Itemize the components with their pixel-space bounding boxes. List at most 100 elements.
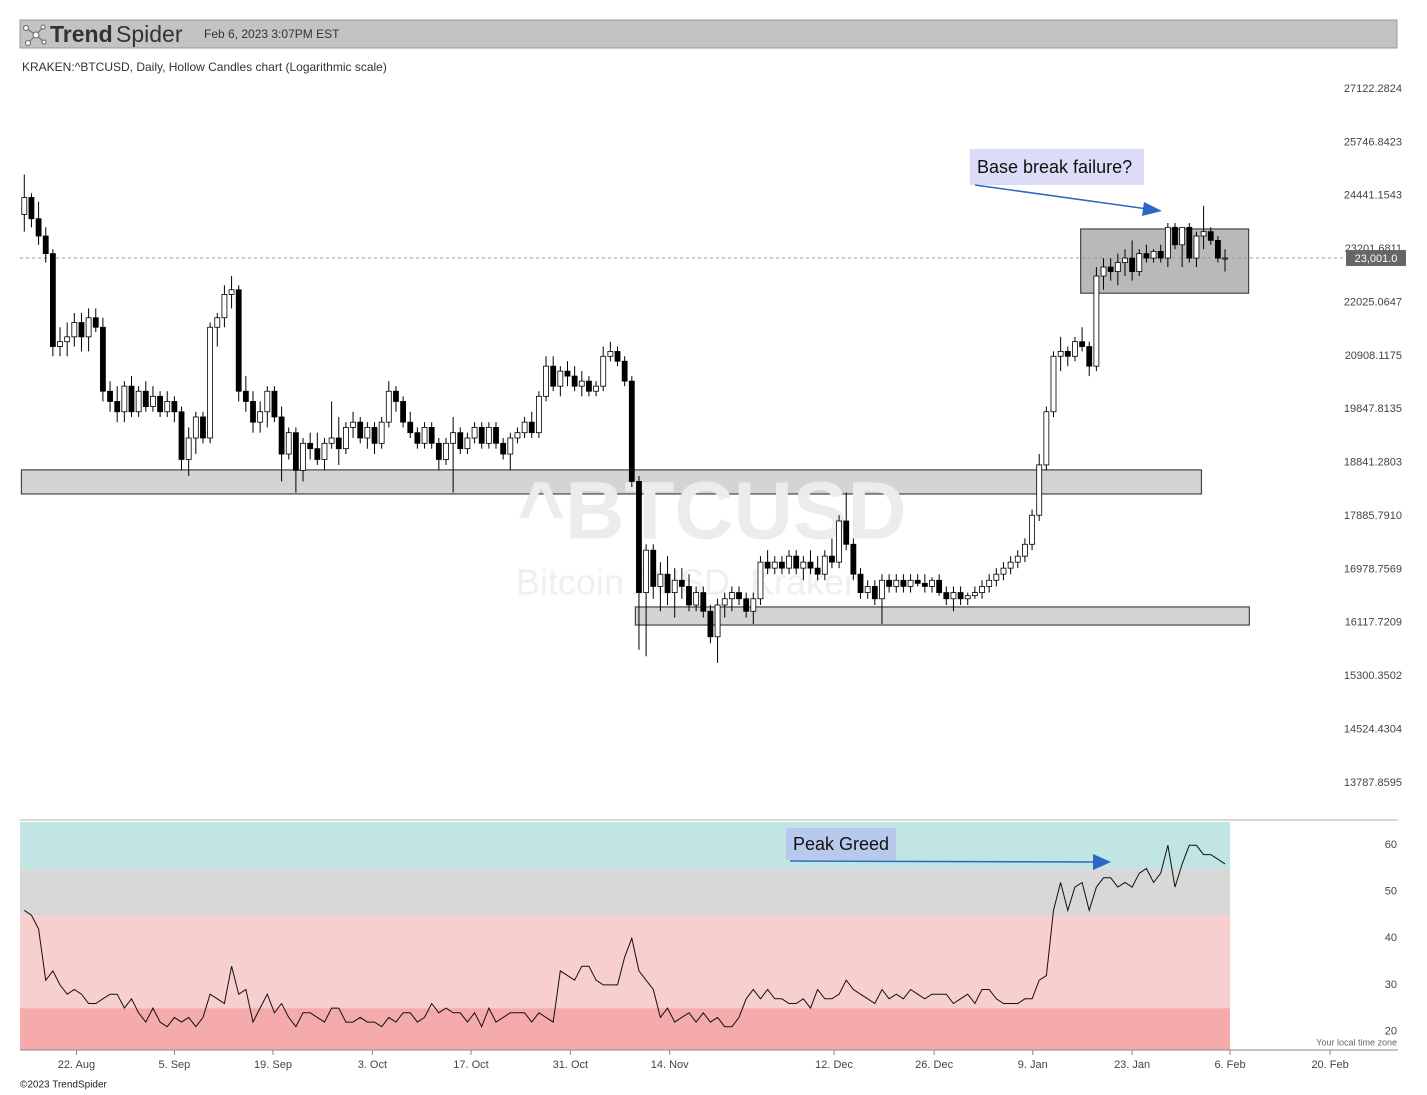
candle-body	[736, 592, 742, 600]
sentiment-band	[20, 822, 1231, 869]
y-tick-label: 13787.8595	[1344, 777, 1402, 789]
candle-body	[993, 573, 1000, 581]
x-tick-label: 23. Jan	[1114, 1059, 1150, 1071]
candle-body	[121, 385, 128, 413]
y-tick-label: 60	[1385, 839, 1397, 851]
candle-body	[614, 350, 621, 362]
candle-body	[271, 390, 278, 418]
candle-body	[671, 579, 678, 593]
candle-body	[864, 586, 871, 593]
candle-body	[929, 579, 935, 587]
candle-body	[1036, 464, 1043, 516]
x-tick-label: 3. Oct	[358, 1059, 387, 1071]
x-tick-label: 26. Dec	[915, 1059, 953, 1071]
candle-body	[21, 197, 28, 215]
candle-body	[821, 555, 828, 575]
candle-body	[700, 592, 707, 612]
candle-body	[1129, 257, 1136, 272]
candle-body	[664, 573, 671, 593]
candle-body	[535, 395, 542, 434]
candle-body	[1050, 355, 1057, 413]
background-layer	[20, 228, 1346, 1050]
candle-body	[42, 235, 49, 255]
candle-body	[214, 317, 221, 328]
candle-body	[292, 432, 299, 471]
zone	[20, 469, 1203, 495]
candle-body	[543, 365, 549, 397]
candle-body	[221, 293, 228, 319]
candle-body	[393, 390, 399, 402]
y-tick-label: 40	[1385, 932, 1397, 944]
candle-body	[150, 395, 156, 407]
x-tick-label: 9. Jan	[1018, 1059, 1048, 1071]
candle-body	[192, 416, 199, 439]
annotation-arrow	[974, 184, 1149, 210]
annotation-arrow	[789, 860, 1095, 863]
candle-body	[1179, 226, 1186, 246]
candle-body	[464, 437, 471, 450]
candle-body	[814, 567, 821, 575]
candle-body	[185, 437, 192, 460]
candle-body	[1007, 561, 1014, 569]
candle-body	[1200, 231, 1207, 237]
candle-body	[986, 579, 993, 587]
candle-body	[235, 289, 242, 392]
y-tick-label: 50	[1385, 886, 1397, 898]
candle-body	[829, 555, 835, 563]
candle-body	[114, 401, 121, 413]
y-tick-label: 18841.2803	[1344, 457, 1402, 469]
candle-body	[850, 543, 857, 575]
candle-body	[943, 592, 950, 600]
candle-body	[1043, 411, 1050, 466]
candle-body	[907, 579, 914, 587]
candle-body	[242, 390, 249, 402]
candle-body	[750, 598, 757, 612]
candle-body	[1064, 350, 1071, 357]
candle-body	[1214, 239, 1221, 259]
candle-body	[793, 555, 800, 569]
candle-body	[378, 421, 385, 444]
brand-bold: Trend	[50, 21, 113, 47]
annotation-text: Peak Greed	[793, 834, 889, 854]
candle-body	[521, 421, 528, 434]
timestamp: Feb 6, 2023 3:07PM EST	[204, 27, 340, 41]
last-price-box	[1346, 250, 1406, 267]
candle-body	[28, 197, 35, 220]
candle-body	[428, 427, 435, 444]
candle-body	[178, 411, 185, 460]
candle-body	[1143, 253, 1150, 259]
candle-body	[85, 317, 92, 338]
candle-body	[1107, 266, 1114, 272]
candle-body	[1093, 275, 1100, 367]
candle-body	[1022, 543, 1028, 557]
brand-light: Spider	[116, 21, 183, 47]
y-tick-label: 22025.0647	[1344, 296, 1402, 308]
candle-body	[107, 390, 113, 402]
candle-body	[1193, 235, 1200, 259]
candle-body	[207, 326, 214, 439]
candle-body	[264, 390, 271, 413]
candle-body	[593, 385, 599, 392]
candle-body	[779, 561, 785, 569]
y-tick-label: 27122.2824	[1344, 83, 1402, 95]
time-zone-note: Your local time zone	[1316, 1037, 1397, 1047]
candle-body	[1122, 257, 1128, 263]
header-bar	[19, 19, 1398, 49]
y-tick-label: 14524.4304	[1344, 723, 1402, 735]
candle-body	[1029, 514, 1035, 545]
candle-body	[971, 592, 978, 597]
candle-body	[900, 579, 907, 587]
candle-body	[57, 341, 63, 347]
candle-body	[1114, 262, 1121, 272]
candle-body	[514, 432, 521, 439]
candle-body	[764, 561, 771, 569]
zone	[1080, 228, 1250, 294]
candle-body	[471, 427, 478, 439]
candle-body	[936, 579, 943, 593]
candle-body	[328, 437, 335, 444]
y-tick-label: 16978.7569	[1344, 563, 1402, 575]
candle-body	[707, 610, 714, 638]
candle-body	[550, 365, 557, 387]
candle-body	[307, 442, 314, 450]
